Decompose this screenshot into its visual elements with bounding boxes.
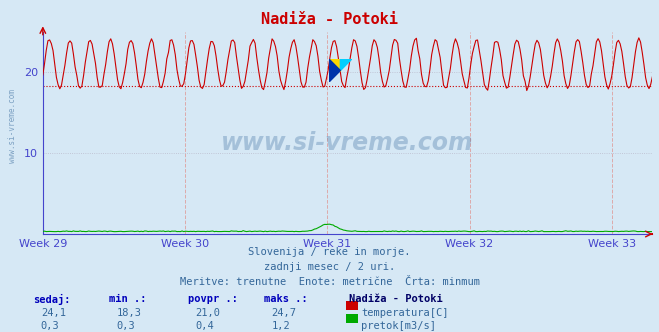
Text: www.si-vreme.com: www.si-vreme.com [221, 131, 474, 155]
Text: maks .:: maks .: [264, 294, 307, 304]
Text: Meritve: trenutne  Enote: metrične  Črta: minmum: Meritve: trenutne Enote: metrične Črta: … [179, 277, 480, 287]
Text: www.si-vreme.com: www.si-vreme.com [8, 89, 17, 163]
Text: povpr .:: povpr .: [188, 294, 238, 304]
Polygon shape [341, 59, 352, 71]
Text: zadnji mesec / 2 uri.: zadnji mesec / 2 uri. [264, 262, 395, 272]
Text: 0,4: 0,4 [196, 321, 214, 331]
Text: Slovenija / reke in morje.: Slovenija / reke in morje. [248, 247, 411, 257]
Text: min .:: min .: [109, 294, 146, 304]
Polygon shape [329, 59, 341, 82]
Text: sedaj:: sedaj: [33, 294, 71, 305]
Text: Nadiža - Potoki: Nadiža - Potoki [261, 12, 398, 27]
Text: 21,0: 21,0 [196, 308, 221, 318]
Text: 24,7: 24,7 [272, 308, 297, 318]
Text: 24,1: 24,1 [41, 308, 66, 318]
Polygon shape [329, 59, 341, 71]
Text: 0,3: 0,3 [41, 321, 59, 331]
Text: pretok[m3/s]: pretok[m3/s] [361, 321, 436, 331]
Text: Nadiža - Potoki: Nadiža - Potoki [349, 294, 443, 304]
Text: 0,3: 0,3 [117, 321, 135, 331]
Text: 1,2: 1,2 [272, 321, 290, 331]
Text: 18,3: 18,3 [117, 308, 142, 318]
Text: temperatura[C]: temperatura[C] [361, 308, 449, 318]
